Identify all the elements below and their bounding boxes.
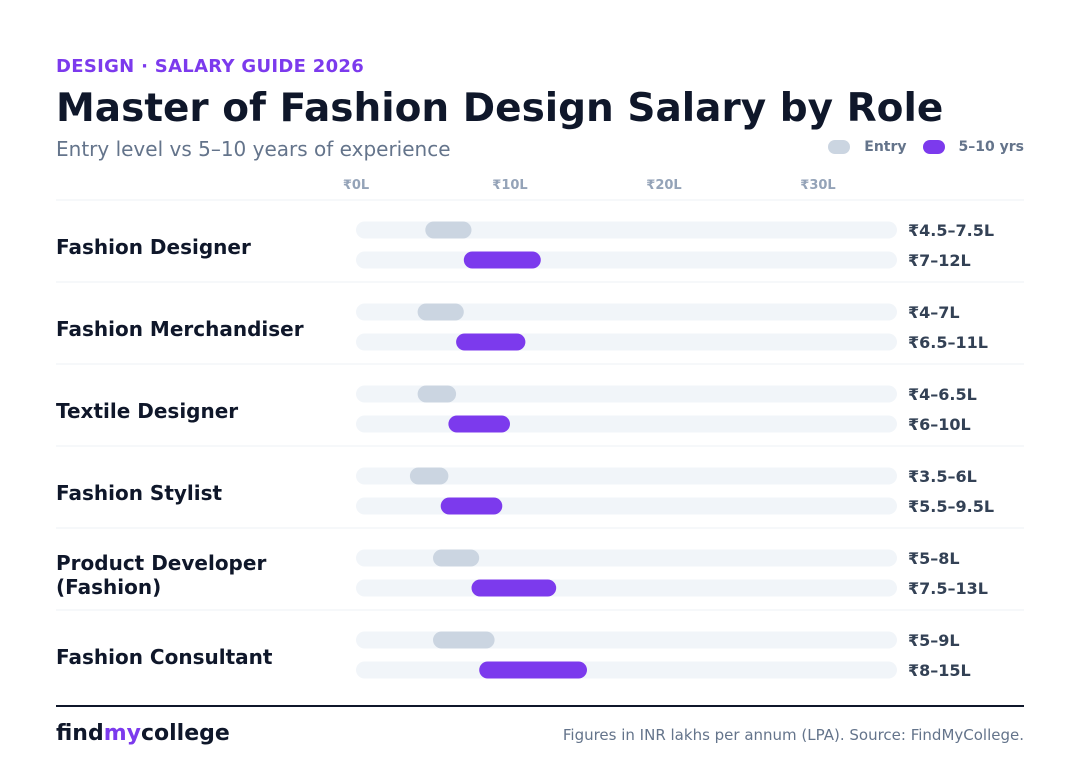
brand-part-college: college [140,721,230,746]
role-label: Fashion Consultant [56,645,273,669]
role-label: (Fashion) [56,575,161,599]
page-title: Master of Fashion Design Salary by Role [56,86,944,131]
brand-part-my: my [103,721,141,746]
senior-range-bar [463,251,541,269]
legend-senior-label: 5–10 yrs [958,139,1024,155]
legend: Entry 5–10 yrs [828,139,1024,155]
bar-track [356,467,897,485]
x-tick-label: ₹30L [800,178,835,193]
brand-logo: findmycollege [56,721,230,746]
entry-range-bar [417,385,457,403]
role-label: Fashion Designer [56,235,251,259]
page-subtitle: Entry level vs 5–10 years of experience [56,137,451,161]
bar-track [356,579,897,597]
x-tick-label: ₹20L [646,178,681,193]
entry-value-label: ₹5–8L [908,549,960,568]
senior-value-label: ₹8–15L [908,661,971,680]
senior-range-bar [448,415,510,433]
x-tick-label: ₹10L [492,178,527,193]
bar-track [356,303,897,321]
bar-track [356,221,897,239]
bar-track [356,661,897,679]
entry-range-bar [425,221,472,239]
bar-track [356,251,897,269]
eyebrow-label: DESIGN · SALARY GUIDE 2026 [56,56,365,77]
senior-value-label: ₹7.5–13L [908,579,988,598]
salary-range-chart: ₹0L ₹10L ₹20L ₹30L Fashion Designer ₹4.5–7.5L… [56,178,1024,680]
senior-value-label: ₹7–12L [908,251,971,270]
entry-value-label: ₹4–6.5L [908,385,977,404]
senior-value-label: ₹5.5–9.5L [908,497,994,516]
entry-value-label: ₹4–7L [908,303,960,322]
entry-range-bar [433,631,495,649]
legend-senior-swatch [922,140,945,154]
bar-track [356,415,897,433]
bar-track [356,385,897,403]
entry-value-label: ₹4.5–7.5L [908,221,994,240]
senior-range-bar [479,661,587,679]
entry-range-bar [409,467,449,485]
entry-value-label: ₹5–9L [908,631,960,650]
bar-track [356,333,897,351]
entry-range-bar [433,549,480,567]
role-label: Fashion Stylist [56,481,223,505]
role-label: Fashion Merchandiser [56,317,304,341]
senior-range-bar [471,579,557,597]
bar-track [356,497,897,515]
entry-range-bar [417,303,464,321]
legend-entry-swatch [828,140,851,154]
x-tick-label: ₹0L [343,178,369,193]
senior-range-bar [440,497,503,515]
legend-entry-label: Entry [864,139,907,155]
entry-value-label: ₹3.5–6L [908,467,977,486]
senior-value-label: ₹6.5–11L [908,333,988,352]
role-label: Textile Designer [56,399,238,423]
source-note: Figures in INR lakhs per annum (LPA). So… [562,726,1024,744]
footer-divider [56,705,1024,707]
senior-range-bar [456,333,526,351]
role-label: Product Developer [56,551,266,575]
senior-value-label: ₹6–10L [908,415,971,434]
brand-part-find: find [56,721,104,746]
bar-track [356,549,897,567]
